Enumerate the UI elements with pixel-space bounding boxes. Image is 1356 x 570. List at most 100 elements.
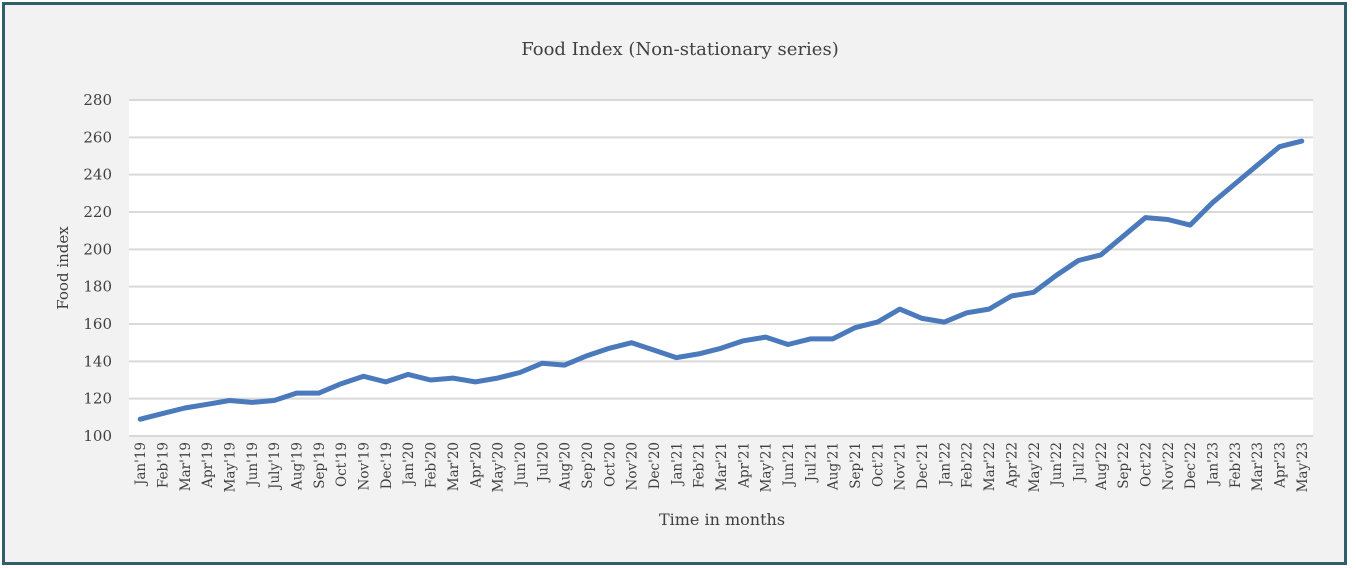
data-point [629,340,634,345]
data-point [540,361,545,366]
x-tick-label: Nov'19 [357,442,373,490]
data-point [1232,182,1237,186]
x-tick-label: July'19 [267,442,283,491]
data-point [182,406,187,410]
x-tick-label: Dec'20 [647,442,663,489]
y-tick-label: 100 [83,427,112,445]
x-tick-label: Nov'21 [893,442,909,490]
y-axis-ticks: 100 120 140 160 180 200 220 240 260 280 [83,91,112,445]
x-tick-label: Feb'21 [692,442,708,488]
x-tick-label: Feb'23 [1228,442,1244,488]
data-point [830,336,835,341]
x-tick-label: Dec'19 [379,442,395,489]
data-point [1098,252,1103,257]
x-tick-label: Jun'20 [513,442,529,488]
x-tick-label: Apr'20 [468,442,484,489]
data-point [272,398,277,403]
data-point [1076,258,1081,263]
data-point [1255,163,1260,168]
x-tick-label: Mar'20 [446,442,462,491]
x-tick-label: May'23 [1295,442,1311,492]
x-tick-label: Jan'21 [669,442,685,487]
x-tick-label: Oct'19 [334,442,350,487]
data-point [383,379,388,384]
data-point [294,391,299,396]
x-tick-label: Jun'19 [245,442,261,488]
data-point [920,316,925,321]
data-point [361,374,366,379]
data-point [1277,144,1282,149]
x-tick-label: Jan'23 [1205,442,1221,487]
x-tick-label: Sep'19 [312,442,328,489]
x-tick-label: Apr'23 [1272,442,1288,489]
x-tick-label: Mar'22 [982,442,998,491]
data-point [853,325,858,330]
data-point [138,417,143,422]
series-layer [137,138,1305,422]
x-tick-label: Apr'22 [1004,442,1020,489]
data-point [160,411,165,416]
plot-area [129,100,1313,436]
x-tick-label: Aug'21 [826,442,842,491]
data-point [227,398,232,403]
y-tick-label: 160 [83,315,112,333]
data-point [562,363,567,368]
y-tick-label: 200 [83,240,112,258]
x-tick-label: Apr'19 [200,442,216,489]
data-point [406,372,411,377]
x-tick-label: Feb'20 [424,442,440,488]
x-tick-label: Mar'23 [1250,442,1266,491]
x-tick-label: Oct'20 [602,442,618,487]
x-tick-label: Jul'20 [535,442,551,483]
x-tick-label: Dec'21 [915,442,931,489]
y-axis-label: Food index [54,226,72,310]
data-point [339,381,344,386]
data-point [1054,273,1059,278]
data-point [584,353,589,358]
y-tick-label: 240 [83,166,112,184]
x-tick-label: Aug'19 [290,442,306,491]
x-tick-label: Jul'21 [803,442,819,483]
x-tick-label: Jan'19 [133,442,149,487]
x-tick-label: Dec'22 [1183,442,1199,489]
x-tick-label: Mar'19 [178,442,194,491]
data-point [1165,217,1170,222]
x-tick-label: Feb'22 [960,442,976,488]
data-point [786,342,791,347]
data-point [808,336,813,341]
x-axis-label: Time in months [659,510,785,529]
x-tick-label: Jun'21 [781,442,797,488]
x-tick-label: Sep'20 [580,442,596,489]
data-point [205,402,210,407]
x-tick-label: Sep'22 [1116,442,1132,489]
y-tick-label: 220 [83,203,112,221]
x-tick-label: Aug'22 [1094,442,1110,491]
data-point [696,351,701,356]
x-tick-label: May'21 [759,442,775,492]
chart-title: Food Index (Non-stationary series) [521,39,838,60]
data-point [674,355,679,360]
x-tick-label: May'20 [491,442,507,492]
y-tick-label: 280 [83,91,112,109]
data-point [987,307,992,312]
x-tick-label: Apr'21 [736,442,752,489]
y-tick-label: 120 [83,390,112,408]
x-tick-label: Nov'20 [625,442,641,490]
data-point [719,346,723,351]
x-tick-label: Feb'19 [156,442,172,488]
x-tick-label: Mar'21 [714,442,730,491]
x-tick-label: Jul'22 [1071,442,1087,483]
y-tick-label: 260 [83,128,112,146]
y-tick-label: 180 [83,278,112,296]
x-tick-label: Aug'20 [558,442,574,491]
data-point [316,391,321,396]
x-tick-label: Jan'22 [937,442,953,487]
data-point [473,379,478,384]
gridlines [129,99,1313,437]
data-point [875,320,880,325]
data-point [1121,234,1126,239]
x-tick-label: Oct'21 [870,442,886,487]
x-tick-label: Jan'20 [401,442,417,487]
data-point [1299,139,1304,144]
